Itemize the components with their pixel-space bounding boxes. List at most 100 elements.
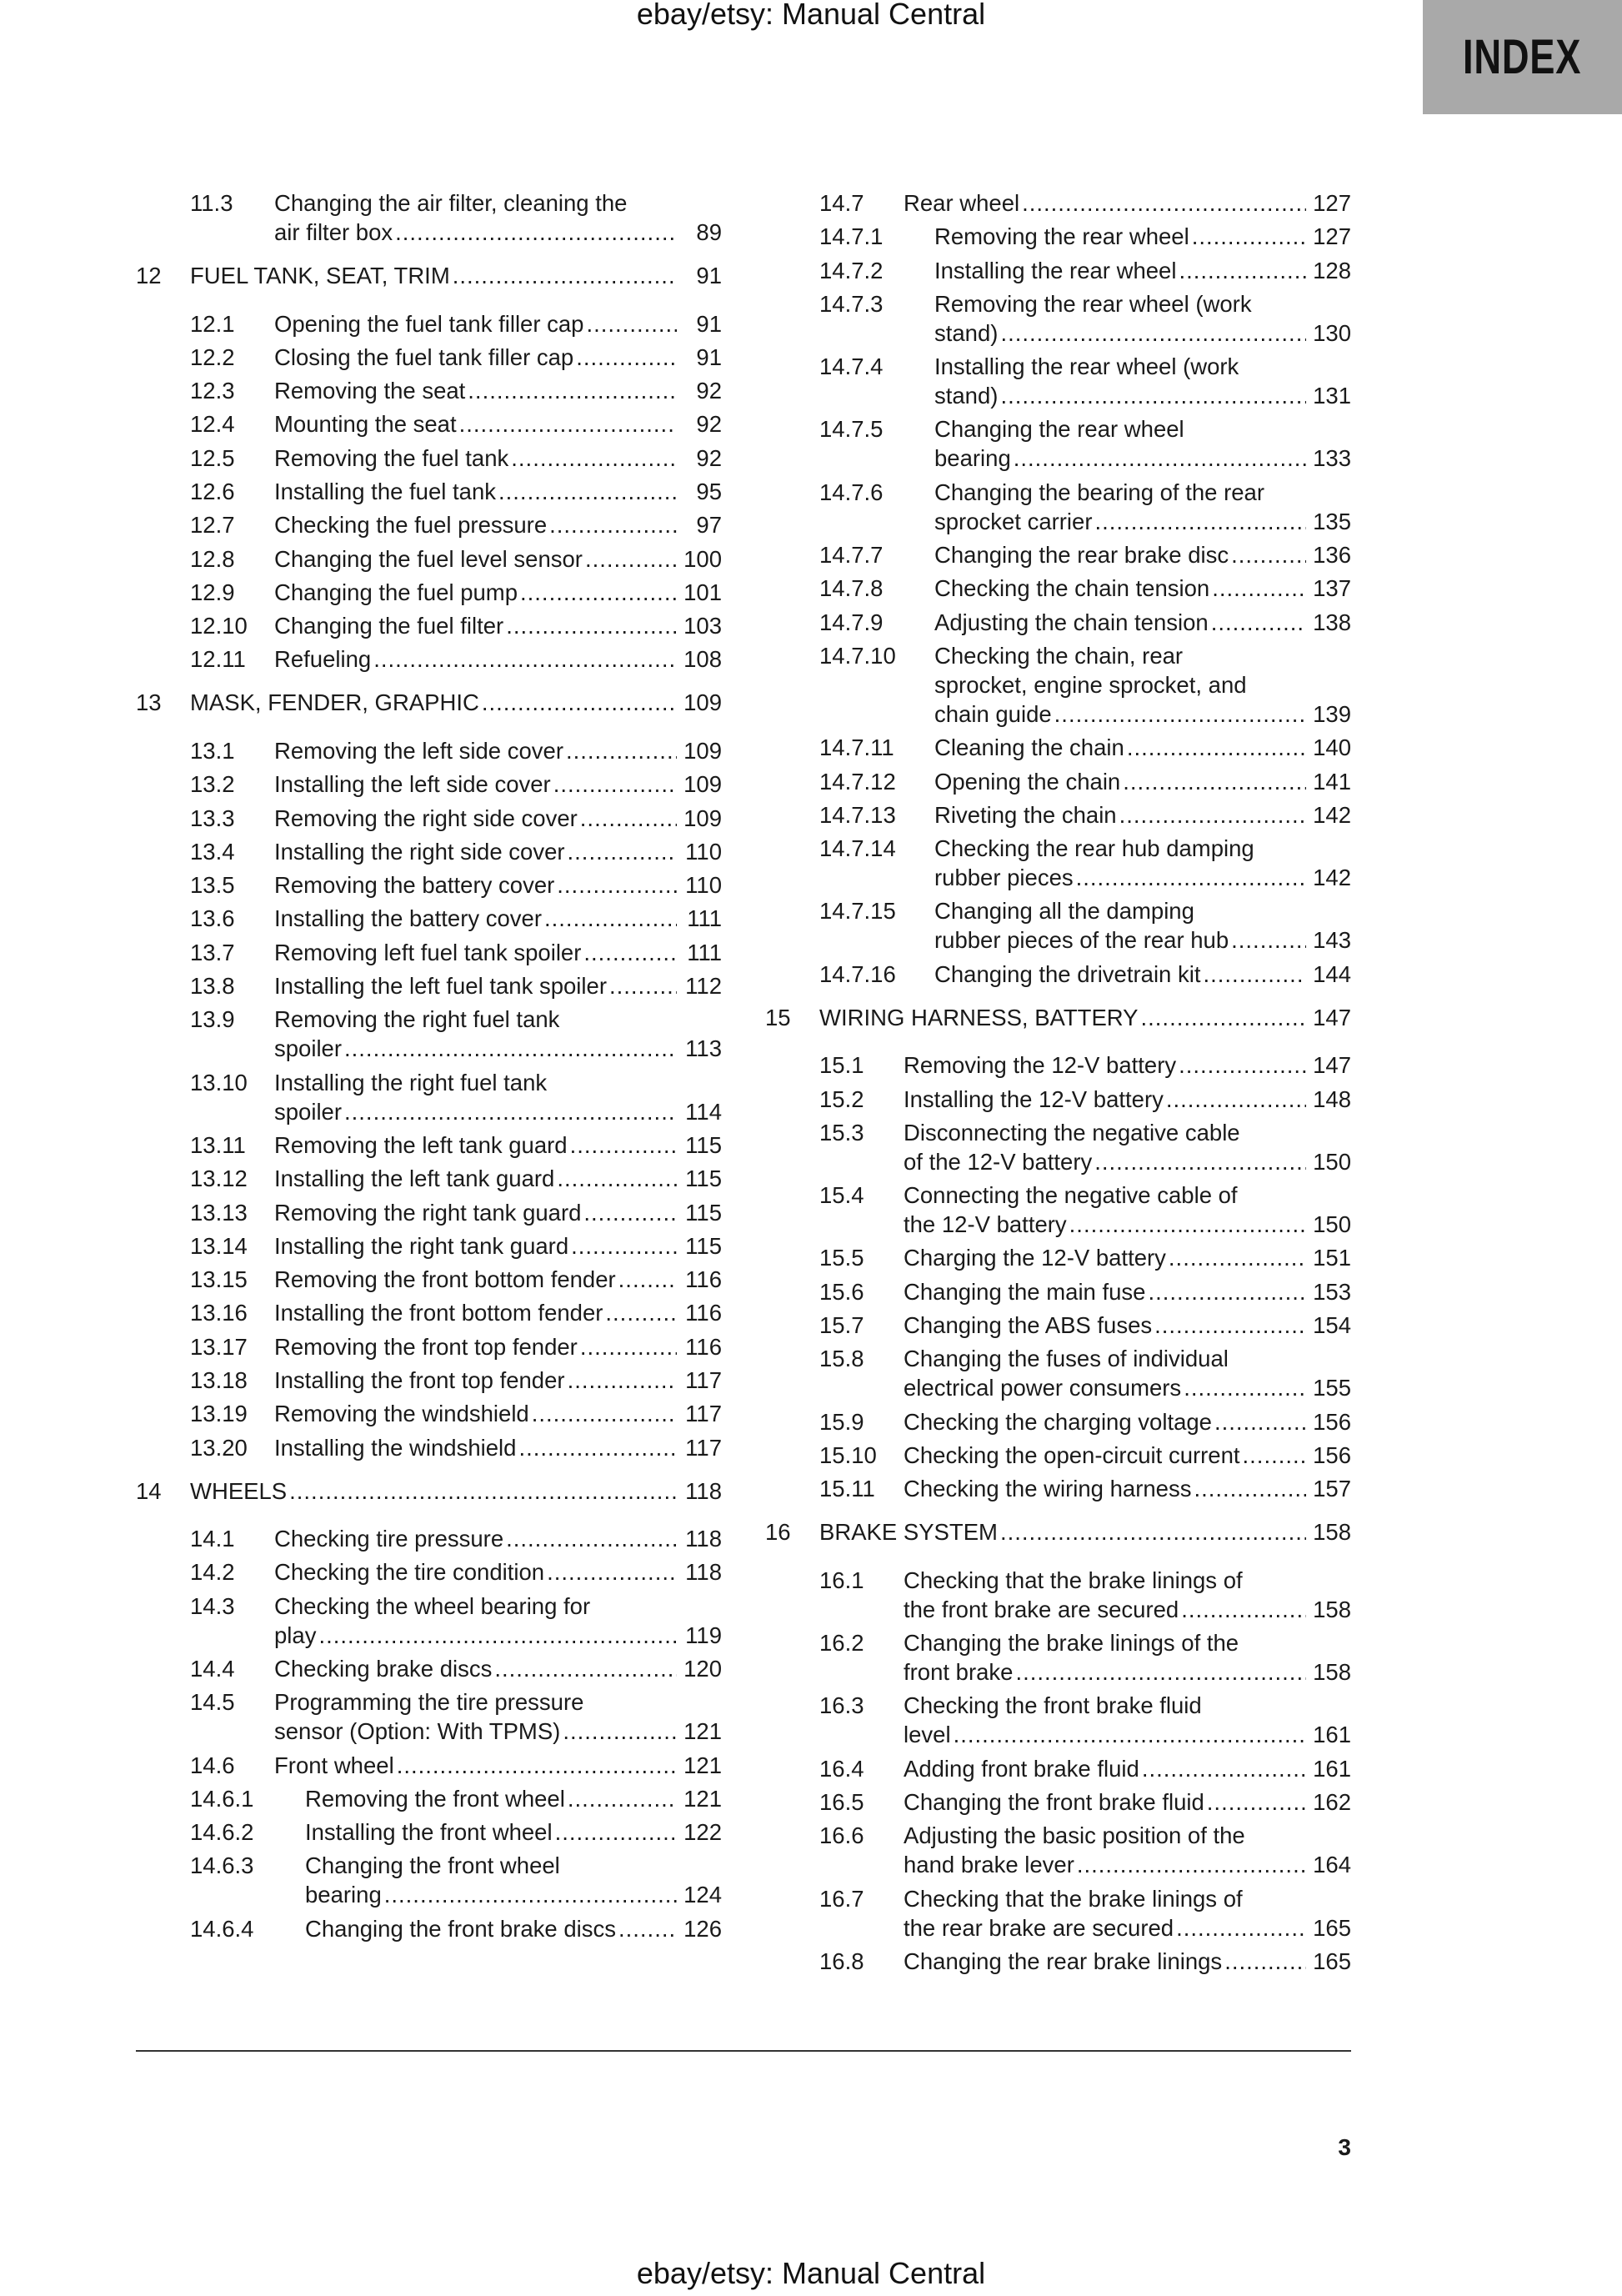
- toc-entry[interactable]: 13.7 Removing left fuel tank spoiler 111: [136, 938, 722, 967]
- toc-entry-page[interactable]: 143: [1313, 927, 1351, 954]
- toc-entry-page[interactable]: 121: [683, 1752, 722, 1778]
- toc-entry-page[interactable]: 113: [685, 1035, 722, 1062]
- toc-entry-page[interactable]: 128: [1313, 257, 1351, 283]
- toc-entry-page[interactable]: 115: [685, 1166, 722, 1192]
- toc-entry[interactable]: 14.7.3 Removing the rear wheel (work stand…: [765, 289, 1351, 348]
- toc-entry[interactable]: 16.3 Checking the front brake fluid level 1…: [765, 1691, 1351, 1749]
- toc-entry-page[interactable]: 165: [1313, 1914, 1351, 1941]
- toc-entry-page[interactable]: 121: [683, 1785, 722, 1812]
- toc-entry[interactable]: 14.7.11 Cleaning the chain 140: [765, 733, 1351, 762]
- toc-entry[interactable]: 13.4 Installing the right side cover 110: [136, 837, 722, 866]
- toc-entry[interactable]: 14.3 Checking the wheel bearing for play 11…: [136, 1592, 722, 1650]
- toc-entry-page[interactable]: 103: [683, 613, 722, 639]
- toc-entry-page[interactable]: 127: [1313, 190, 1351, 216]
- toc-entry[interactable]: 13.17 Removing the front top fender 116: [136, 1332, 722, 1361]
- toc-entry-page[interactable]: 97: [696, 512, 722, 539]
- toc-entry-page[interactable]: 115: [685, 1232, 722, 1259]
- toc-entry[interactable]: 14.7.14 Checking the rear hub damping rubb…: [765, 834, 1351, 892]
- toc-entry-page[interactable]: 140: [1313, 734, 1351, 761]
- toc-entry[interactable]: 13.8 Installing the left fuel tank spoile…: [136, 971, 722, 1000]
- toc-entry[interactable]: 14.7.7 Changing the rear brake disc 136: [765, 540, 1351, 569]
- toc-entry[interactable]: 12.9 Changing the fuel pump 101: [136, 578, 722, 607]
- toc-entry[interactable]: 14.7.16 Changing the drivetrain kit 144: [765, 960, 1351, 989]
- toc-entry-page[interactable]: 122: [683, 1819, 722, 1846]
- toc-entry-page[interactable]: 156: [1313, 1408, 1351, 1435]
- toc-entry-page[interactable]: 158: [1313, 1659, 1351, 1686]
- toc-entry[interactable]: 12.8 Changing the fuel level sensor 100: [136, 544, 722, 574]
- toc-entry-page[interactable]: 135: [1313, 508, 1351, 534]
- toc-entry-page[interactable]: 109: [683, 689, 722, 716]
- toc-entry-page[interactable]: 116: [685, 1333, 722, 1360]
- toc-entry-page[interactable]: 139: [1313, 700, 1351, 727]
- toc-entry[interactable]: 12.7 Checking the fuel pressure 97: [136, 510, 722, 539]
- toc-entry[interactable]: 15.6 Changing the main fuse 153: [765, 1277, 1351, 1306]
- toc-entry-page[interactable]: 117: [685, 1367, 722, 1394]
- toc-entry[interactable]: 14.7.6 Changing the bearing of the rear sp…: [765, 478, 1351, 536]
- toc-entry[interactable]: 16.6 Adjusting the basic position of the h…: [765, 1821, 1351, 1879]
- toc-entry[interactable]: 13.15 Removing the front bottom fender 116: [136, 1265, 722, 1294]
- toc-entry-page[interactable]: 89: [696, 219, 722, 245]
- toc-entry-page[interactable]: 162: [1313, 1788, 1351, 1815]
- toc-entry[interactable]: 12.2 Closing the fuel tank filler cap 91: [136, 343, 722, 372]
- toc-entry[interactable]: 13.5 Removing the battery cover 110: [136, 870, 722, 900]
- toc-entry[interactable]: 14.4 Checking brake discs 120: [136, 1654, 722, 1683]
- toc-entry[interactable]: 11.3 Changing the air filter, cleaning th…: [136, 188, 722, 247]
- toc-entry-page[interactable]: 142: [1313, 801, 1351, 828]
- toc-entry[interactable]: 14.7.13 Riveting the chain 142: [765, 800, 1351, 830]
- toc-entry-page[interactable]: 155: [1313, 1375, 1351, 1401]
- toc-entry-page[interactable]: 121: [683, 1718, 722, 1745]
- toc-entry-page[interactable]: 158: [1313, 1596, 1351, 1622]
- toc-entry-page[interactable]: 117: [685, 1434, 722, 1461]
- toc-entry[interactable]: 12.1 Opening the fuel tank filler cap 91: [136, 309, 722, 338]
- toc-entry[interactable]: 14.7.9 Adjusting the chain tension 138: [765, 608, 1351, 637]
- toc-entry[interactable]: 14.2 Checking the tire condition 118: [136, 1557, 722, 1587]
- toc-entry[interactable]: 13.3 Removing the right side cover 109: [136, 804, 722, 833]
- toc-entry-page[interactable]: 118: [685, 1477, 722, 1504]
- toc-entry[interactable]: 14.5 Programming the tire pressure sensor …: [136, 1687, 722, 1746]
- toc-entry-page[interactable]: 110: [685, 838, 722, 865]
- toc-entry-page[interactable]: 111: [687, 939, 722, 965]
- toc-entry[interactable]: 14.7.15 Changing all the damping rubber pi…: [765, 896, 1351, 955]
- toc-entry[interactable]: 13.12 Installing the left tank guard 115: [136, 1164, 722, 1193]
- toc-entry-page[interactable]: 126: [683, 1915, 722, 1942]
- toc-entry-page[interactable]: 95: [696, 478, 722, 504]
- toc-entry-page[interactable]: 92: [696, 378, 722, 404]
- toc-entry-page[interactable]: 142: [1313, 865, 1351, 891]
- toc-entry[interactable]: 15.10 Checking the open-circuit current 15…: [765, 1441, 1351, 1470]
- toc-entry-page[interactable]: 164: [1313, 1852, 1351, 1878]
- toc-entry-page[interactable]: 133: [1313, 445, 1351, 472]
- toc-entry-page[interactable]: 147: [1313, 1052, 1351, 1079]
- toc-entry[interactable]: 14.6.1 Removing the front wheel 121: [136, 1784, 722, 1813]
- toc-entry-page[interactable]: 158: [1313, 1519, 1351, 1546]
- toc-entry[interactable]: 15.1 Removing the 12-V battery 147: [765, 1050, 1351, 1080]
- toc-entry[interactable]: 13.1 Removing the left side cover 109: [136, 736, 722, 765]
- toc-entry[interactable]: 12.11 Refueling 108: [136, 644, 722, 674]
- toc-entry-page[interactable]: 91: [696, 263, 722, 288]
- toc-entry-page[interactable]: 147: [1313, 1004, 1351, 1030]
- toc-entry[interactable]: 15.4 Connecting the negative cable of the …: [765, 1181, 1351, 1239]
- toc-entry-page[interactable]: 150: [1313, 1211, 1351, 1238]
- toc-entry[interactable]: 14.6.3 Changing the front wheel bearing 124: [136, 1851, 722, 1909]
- toc-entry-page[interactable]: 138: [1313, 609, 1351, 635]
- toc-entry[interactable]: 16.7 Checking that the brake linings of th…: [765, 1884, 1351, 1943]
- toc-entry-page[interactable]: 151: [1313, 1245, 1351, 1271]
- toc-entry-page[interactable]: 153: [1313, 1278, 1351, 1305]
- toc-entry-page[interactable]: 154: [1313, 1312, 1351, 1339]
- toc-entry-page[interactable]: 116: [685, 1266, 722, 1293]
- toc-entry-page[interactable]: 91: [696, 310, 722, 337]
- toc-entry[interactable]: 15.11 Checking the wiring harness 157: [765, 1474, 1351, 1503]
- toc-entry[interactable]: 16 BRAKE SYSTEM 158: [765, 1517, 1351, 1547]
- toc-entry[interactable]: 14.6.2 Installing the front wheel 122: [136, 1817, 722, 1847]
- toc-entry[interactable]: 15.5 Charging the 12-V battery 151: [765, 1243, 1351, 1272]
- toc-entry[interactable]: 15.8 Changing the fuses of individual elec…: [765, 1344, 1351, 1402]
- toc-entry[interactable]: 13.2 Installing the left side cover 109: [136, 770, 722, 799]
- toc-entry-page[interactable]: 115: [685, 1199, 722, 1226]
- toc-entry-page[interactable]: 118: [685, 1526, 722, 1552]
- toc-entry-page[interactable]: 117: [685, 1401, 722, 1427]
- toc-entry[interactable]: 12.4 Mounting the seat 92: [136, 409, 722, 439]
- toc-entry-page[interactable]: 116: [685, 1300, 722, 1326]
- toc-entry-page[interactable]: 101: [683, 579, 722, 605]
- toc-entry-page[interactable]: 165: [1313, 1948, 1351, 1974]
- toc-entry[interactable]: 13.14 Installing the right tank guard 115: [136, 1231, 722, 1261]
